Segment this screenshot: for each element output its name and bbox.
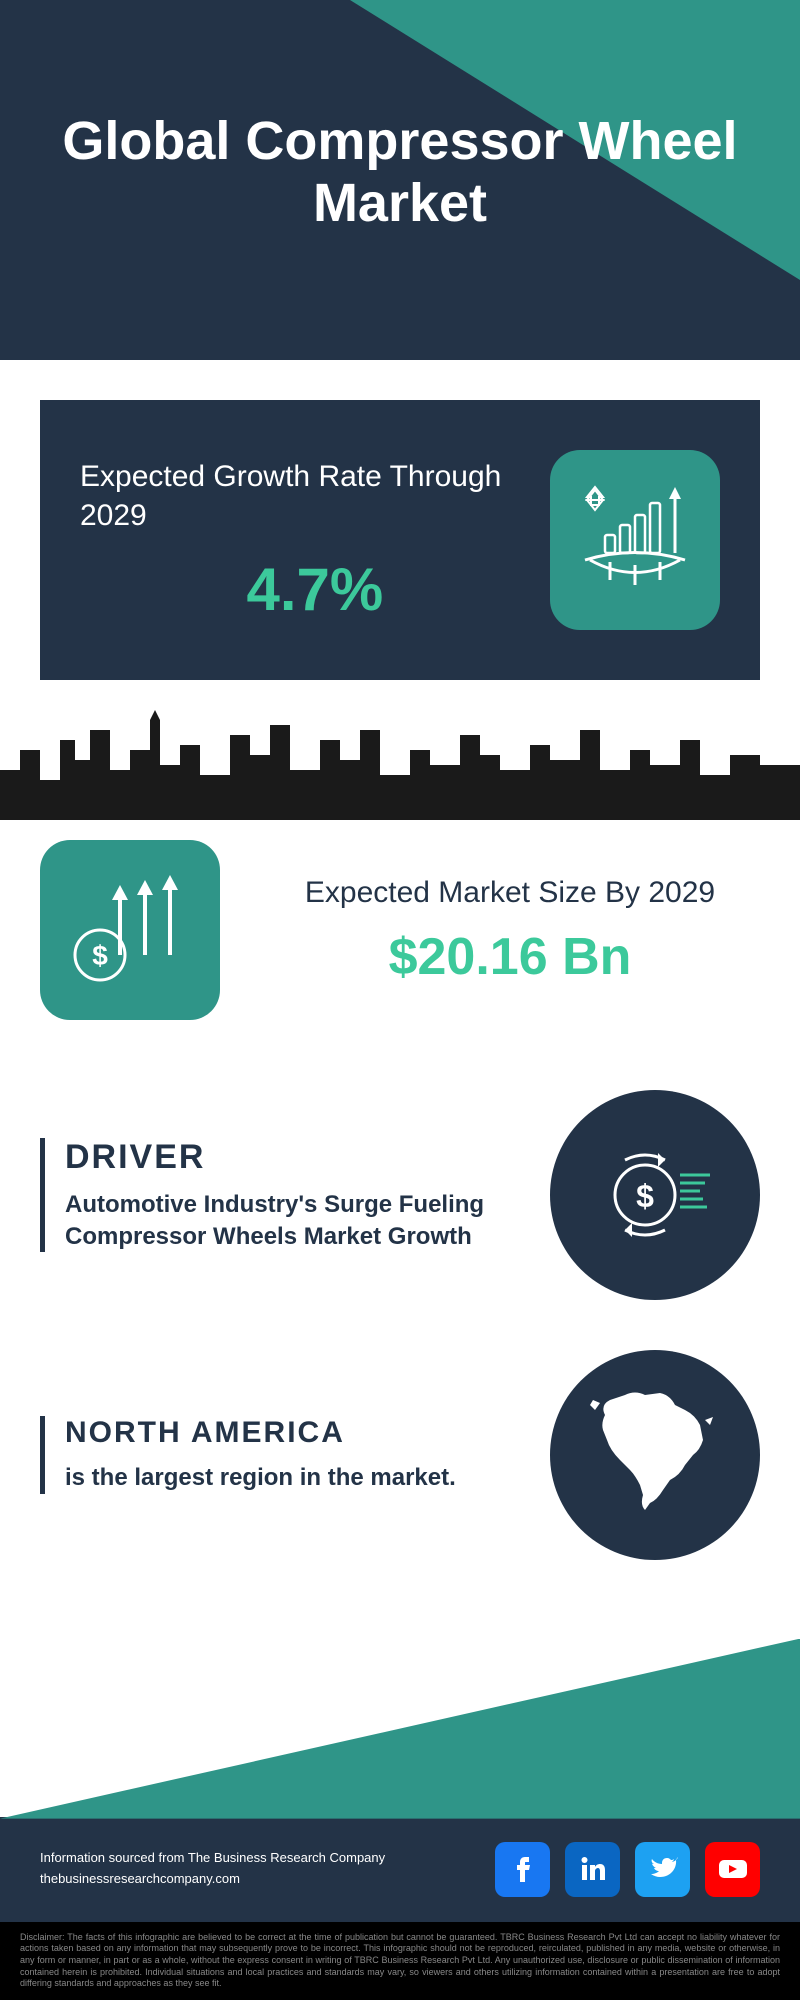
region-icon [550, 1350, 760, 1560]
market-size-icon: $ [40, 840, 220, 1020]
north-america-map-icon [575, 1375, 735, 1535]
market-size-card: $ Expected Market Size By 2029 $20.16 Bn [40, 820, 760, 1060]
youtube-button[interactable] [705, 1842, 760, 1897]
footer-triangle [0, 1639, 800, 1819]
globe-growth-icon [570, 475, 700, 605]
youtube-icon [716, 1854, 750, 1884]
footer-info: Information sourced from The Business Re… [40, 1848, 385, 1890]
driver-icon: $ [550, 1090, 760, 1300]
footer-section: Information sourced from The Business Re… [0, 1639, 800, 2000]
linkedin-icon [578, 1854, 608, 1884]
driver-description: Automotive Industry's Surge Fueling Comp… [65, 1189, 520, 1251]
footer-url: thebusinessresearchcompany.com [40, 1869, 385, 1890]
region-description: is the largest region in the market. [65, 1462, 520, 1493]
cityscape-divider [0, 700, 800, 820]
driver-text-block: DRIVER Automotive Industry's Surge Fueli… [40, 1138, 520, 1251]
footer-bar: Information sourced from The Business Re… [0, 1817, 800, 1922]
market-value: $20.16 Bn [260, 927, 760, 987]
linkedin-button[interactable] [565, 1842, 620, 1897]
growth-rate-card: Expected Growth Rate Through 2029 4.7% [40, 400, 760, 680]
twitter-icon [648, 1854, 678, 1884]
skyline-svg [0, 700, 800, 820]
svg-text:$: $ [636, 1178, 654, 1214]
money-flow-icon: $ [585, 1125, 725, 1265]
region-text-block: NORTH AMERICA is the largest region in t… [40, 1416, 520, 1493]
facebook-button[interactable] [495, 1842, 550, 1897]
growth-label: Expected Growth Rate Through 2029 [80, 457, 550, 535]
footer-source: Information sourced from The Business Re… [40, 1848, 385, 1869]
footer-social-links [495, 1842, 760, 1897]
market-label: Expected Market Size By 2029 [260, 873, 760, 912]
svg-text:$: $ [92, 940, 108, 971]
driver-title: DRIVER [65, 1138, 520, 1177]
dollar-arrows-icon: $ [65, 865, 195, 995]
disclaimer-text: Disclaimer: The facts of this infographi… [0, 1922, 800, 2000]
driver-card: DRIVER Automotive Industry's Surge Fueli… [40, 1090, 760, 1300]
twitter-button[interactable] [635, 1842, 690, 1897]
market-text-block: Expected Market Size By 2029 $20.16 Bn [260, 873, 760, 987]
page-title: Global Compressor Wheel Market [0, 110, 800, 234]
header-section: Global Compressor Wheel Market [0, 0, 800, 360]
facebook-icon [508, 1854, 538, 1884]
region-title: NORTH AMERICA [65, 1416, 520, 1450]
growth-text-block: Expected Growth Rate Through 2029 4.7% [80, 457, 550, 624]
growth-value: 4.7% [80, 555, 550, 624]
growth-chart-icon [550, 450, 720, 630]
region-card: NORTH AMERICA is the largest region in t… [40, 1350, 760, 1560]
